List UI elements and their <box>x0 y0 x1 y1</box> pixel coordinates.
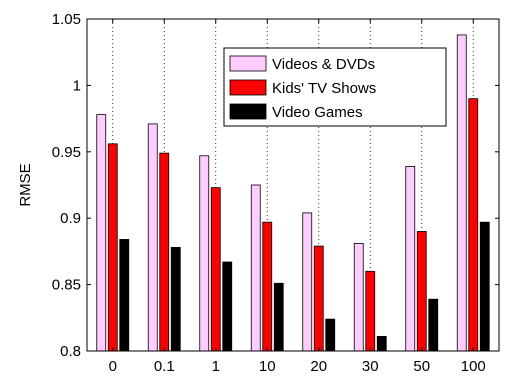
bar <box>222 261 233 352</box>
legend: Videos & DVDs Kids' TV Shows Video Games <box>223 47 447 127</box>
y-axis-label-group: RMSE <box>17 163 34 206</box>
bar <box>159 152 170 352</box>
bar <box>96 114 107 352</box>
bar <box>302 212 313 352</box>
y-tick-label: 1.05 <box>52 11 81 28</box>
x-tick-label: 0 <box>109 358 117 375</box>
bar <box>353 243 364 352</box>
bar <box>107 143 118 352</box>
bars <box>96 34 490 352</box>
legend-label: Videos & DVDs <box>272 56 375 73</box>
bar <box>273 282 284 352</box>
bar <box>365 270 376 352</box>
bar <box>405 166 416 352</box>
bar <box>479 221 490 352</box>
y-tick-label: 0.9 <box>60 210 81 227</box>
legend-swatch <box>229 103 267 120</box>
legend-swatch <box>229 55 267 72</box>
bar <box>325 318 336 352</box>
bar <box>250 184 261 352</box>
bar <box>313 245 324 352</box>
legend-label: Video Games <box>272 104 363 121</box>
y-tick-label: 1 <box>73 77 81 94</box>
plot-frame <box>86 18 500 352</box>
bar <box>199 155 210 352</box>
bar <box>376 335 387 352</box>
legend-label: Kids' TV Shows <box>272 80 376 97</box>
bar <box>262 221 273 352</box>
bar <box>456 34 467 352</box>
y-tick-label: 0.8 <box>60 343 81 360</box>
x-tick-label: 1 <box>212 358 220 375</box>
bar <box>428 298 439 352</box>
legend-swatch <box>229 79 267 96</box>
x-tick-label: 0.1 <box>154 358 175 375</box>
bar <box>468 98 479 352</box>
y-tick-label: 0.85 <box>52 277 81 294</box>
axis-ticks: 0 0.1 1 10 20 30 50 100 0.8 0.85 0.9 0.95 1 1.05 <box>52 11 499 375</box>
x-tick-label: 50 <box>413 358 430 375</box>
bar <box>119 239 130 352</box>
x-tick-label: 30 <box>362 358 379 375</box>
x-tick-label: 20 <box>310 358 327 375</box>
x-tick-label: 100 <box>461 358 486 375</box>
x-tick-label: 10 <box>259 358 276 375</box>
bar <box>170 247 181 352</box>
bar <box>416 231 427 352</box>
y-tick-label: 0.95 <box>52 144 81 161</box>
bar <box>210 187 221 352</box>
y-axis-label: RMSE <box>17 163 34 206</box>
bar <box>147 123 158 352</box>
